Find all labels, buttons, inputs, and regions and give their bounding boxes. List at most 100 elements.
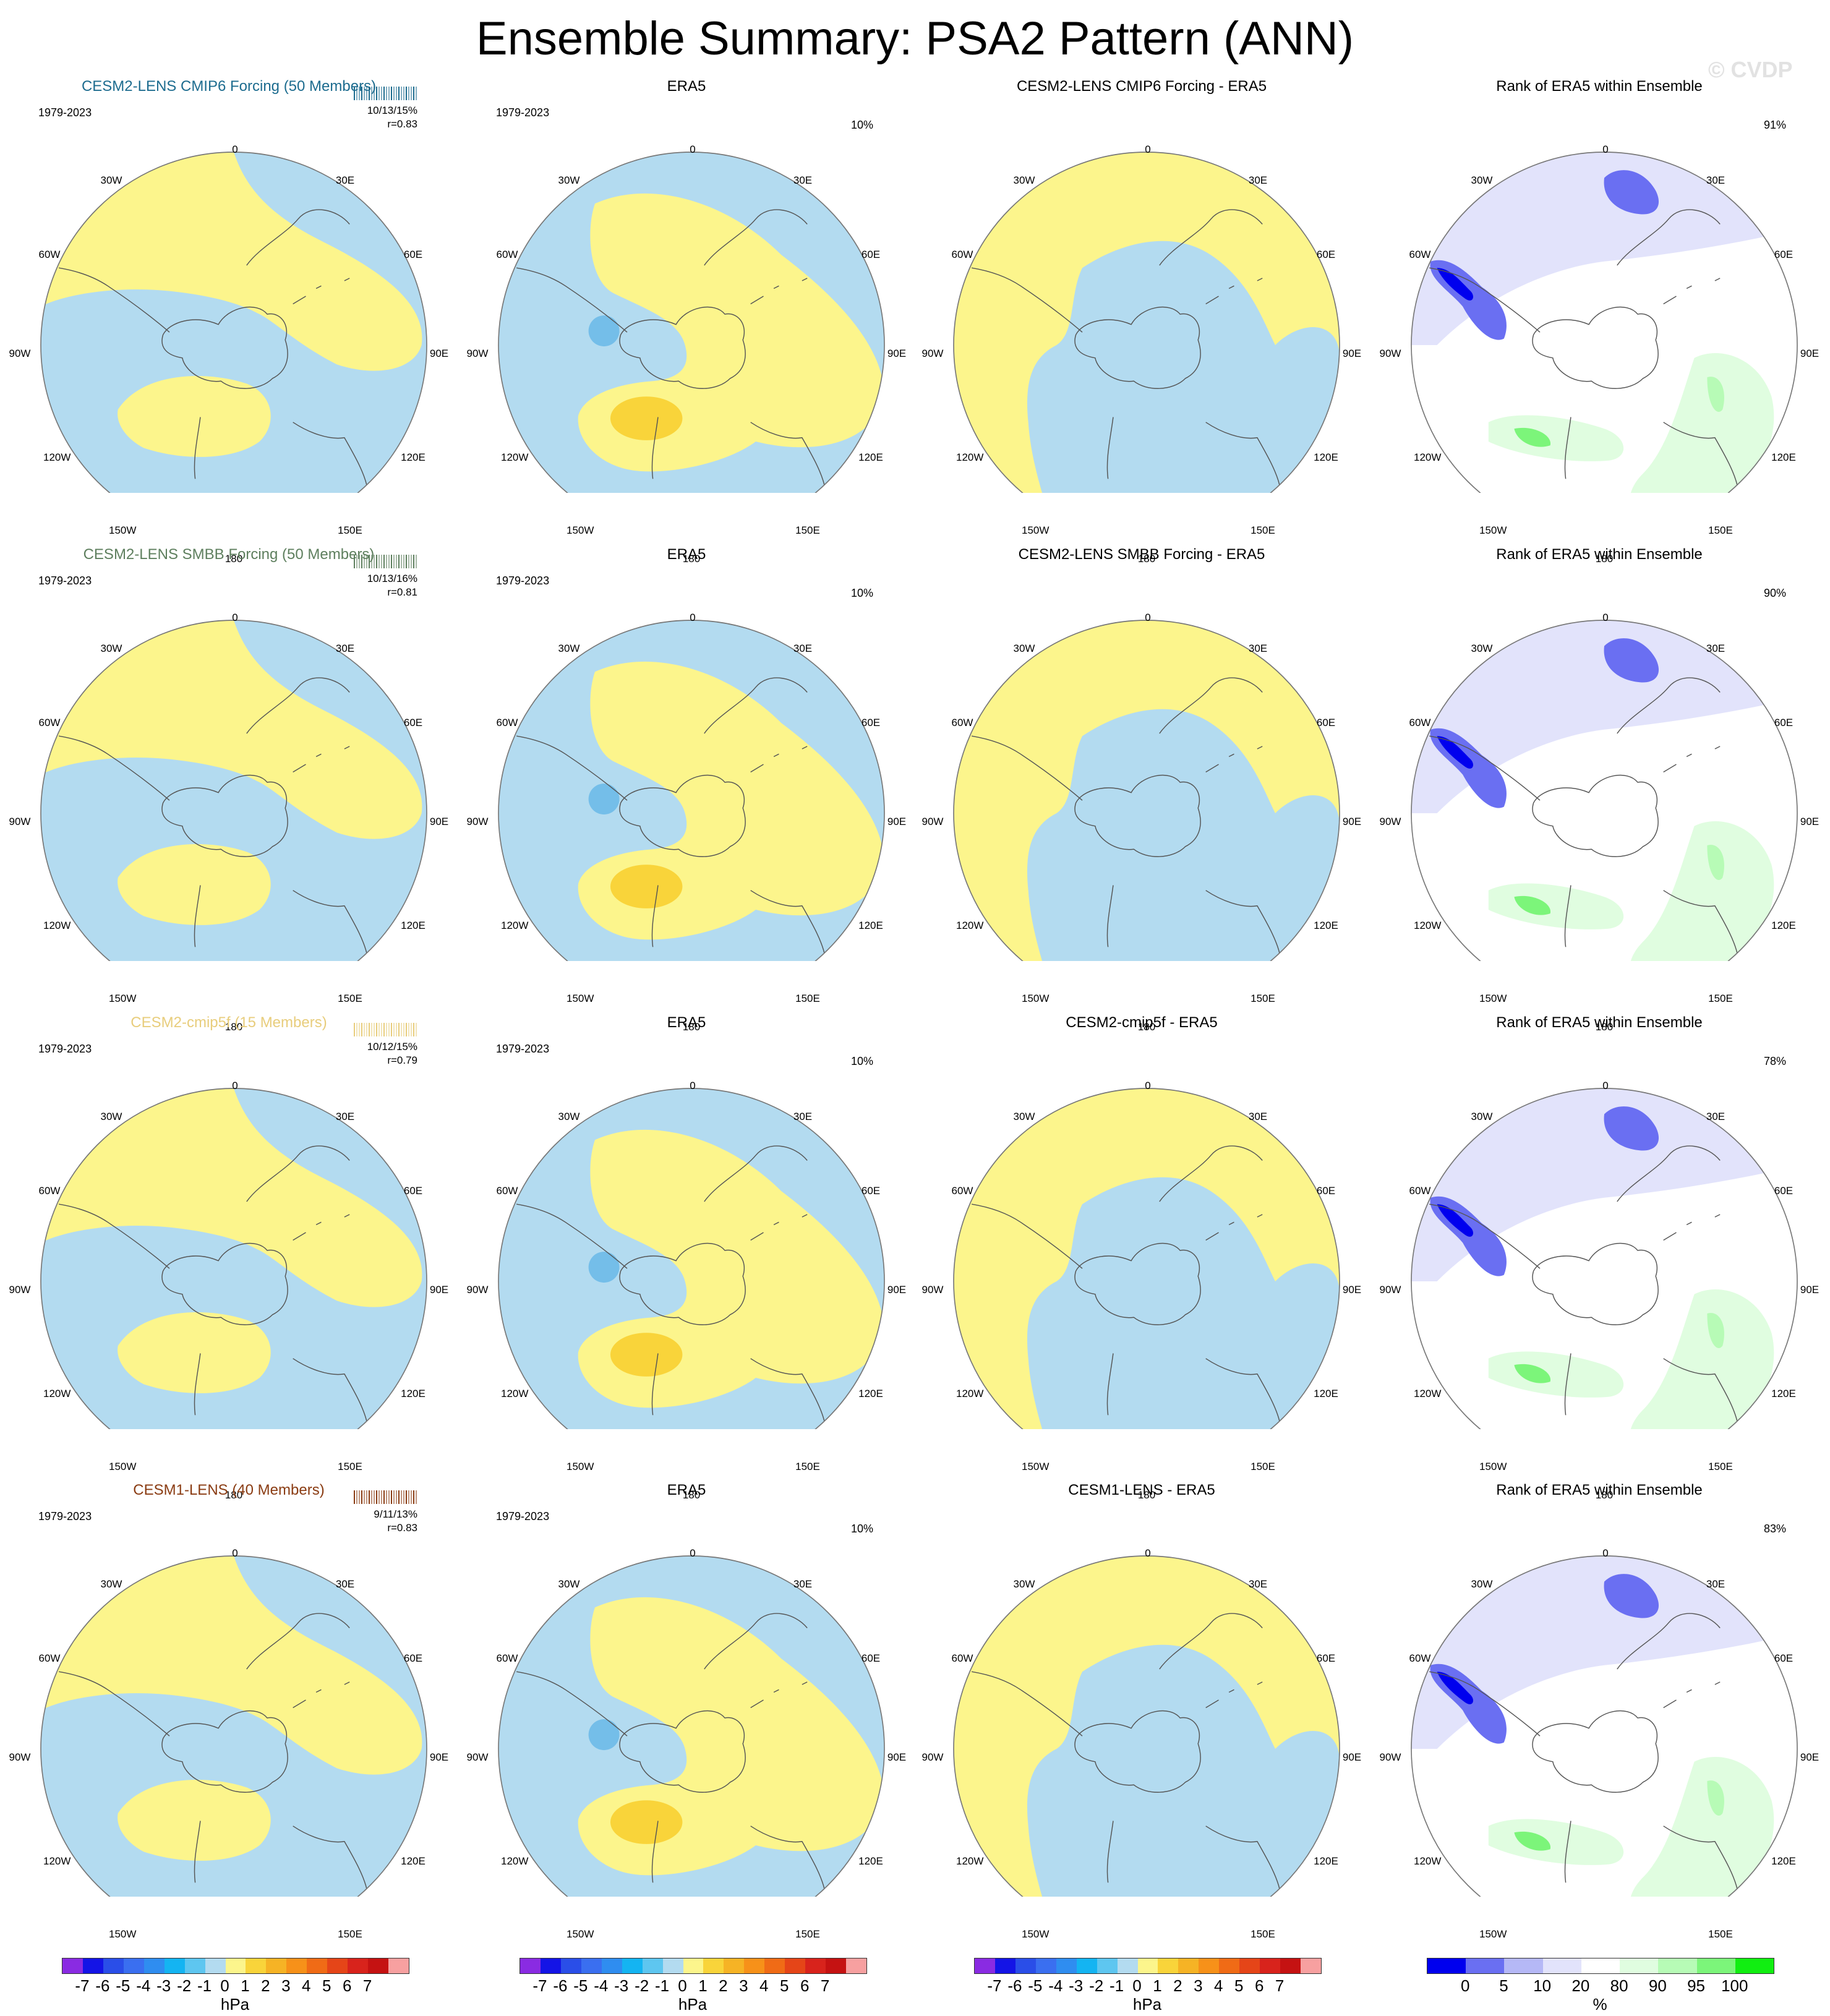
colorbar-tick: -1: [197, 1976, 212, 1996]
colorbar-tick: -1: [655, 1976, 669, 1996]
member-bar: [403, 87, 404, 100]
member-bar: [376, 87, 377, 100]
colorbar-tick: 5: [322, 1976, 331, 1996]
member-bar: [393, 87, 395, 100]
lon-label: 30E: [790, 1111, 815, 1123]
lon-label: 90E: [1340, 348, 1364, 360]
colorbar-tick: 0: [678, 1976, 686, 1996]
lon-label: 120W: [956, 920, 981, 932]
colorbar-cell: [744, 1958, 764, 1973]
member-bar: [413, 555, 414, 568]
lon-label: 120E: [401, 451, 425, 464]
colorbar-cells: [519, 1958, 867, 1974]
colorbar-cell: [1178, 1958, 1199, 1973]
colorbar-cell: [83, 1958, 103, 1973]
colorbar-tick: 6: [1255, 1976, 1263, 1996]
colorbar-tick: 20: [1571, 1976, 1589, 1996]
lon-label: 0: [1593, 1080, 1618, 1092]
lon-label: 120E: [1771, 920, 1796, 932]
member-bar: [416, 1490, 417, 1504]
panel-title: Rank of ERA5 within Ensemble: [1370, 78, 1828, 95]
colorbar-tick: 2: [261, 1976, 270, 1996]
colorbar-cell: [622, 1958, 643, 1973]
member-bar: [374, 1490, 375, 1504]
member-bar: [383, 1490, 385, 1504]
colorbar-tick: 90: [1649, 1976, 1667, 1996]
panel-model-row3: CESM2-cmip5f (15 Members) 0 30E 60E 90E 120E 1…: [0, 961, 458, 1429]
lon-label: 30W: [557, 174, 581, 187]
panel-diff-row2: CESM2-LENS SMBB Forcing - ERA5 0 30E 60E 90E…: [913, 493, 1370, 961]
member-bar: [356, 555, 357, 568]
colorbar-tick: 10: [1533, 1976, 1551, 1996]
lon-label: 60W: [1408, 249, 1432, 261]
colorbar-tick: 1: [241, 1976, 249, 1996]
member-bar: [371, 1490, 372, 1504]
variance-range: 10/13/15%: [356, 104, 417, 117]
colorbar-cell: [1056, 1958, 1077, 1973]
colorbar-tick: -6: [553, 1976, 567, 1996]
colorbar-cell: [62, 1958, 83, 1973]
pct-variance-stats: 10/12/15% r=0.79: [356, 1040, 417, 1067]
member-bar: [366, 1023, 367, 1036]
colorbar-hpa-1: -7 -6 -5 -4 -3 -2 -1 0 1 2 3 4 5 6 7 hPa: [62, 1958, 408, 2016]
period-label: 1979-2023: [496, 1043, 549, 1056]
colorbar-cell: [1280, 1958, 1301, 1973]
member-bar: [383, 1023, 385, 1036]
lon-label: 60W: [1408, 1652, 1432, 1665]
colorbar-cell: [785, 1958, 805, 1973]
lon-label: 150E: [795, 1928, 820, 1941]
member-bar: [406, 1490, 407, 1504]
lon-label: 120E: [1771, 451, 1796, 464]
pattern-correlation: r=0.83: [356, 117, 417, 131]
lon-label: 120E: [1314, 451, 1338, 464]
lon-label: 30E: [790, 174, 815, 187]
pct-variance-stats: 9/11/13% r=0.83: [356, 1508, 417, 1535]
colorbar-cell: [541, 1958, 561, 1973]
lon-label: 0: [1593, 143, 1618, 156]
colorbar-cells: [974, 1958, 1322, 1974]
lon-label: 60W: [1408, 1185, 1432, 1197]
member-bar: [388, 1490, 390, 1504]
lon-label: 90W: [465, 816, 490, 828]
colorbar-cell: [103, 1958, 124, 1973]
colorbar-cell: [124, 1958, 144, 1973]
member-bar: [369, 1023, 370, 1036]
member-bar: [364, 1490, 365, 1504]
member-bar: [386, 1023, 387, 1036]
lon-label: 120E: [1314, 1855, 1338, 1868]
lon-label: 150E: [1708, 1928, 1733, 1941]
variance-range: 10/12/15%: [356, 1040, 417, 1054]
colorbar-cell: [1504, 1958, 1542, 1973]
colorbar-cells: [62, 1958, 409, 1974]
colorbar-cell: [1158, 1958, 1178, 1973]
colorbar-cell: [1427, 1958, 1466, 1973]
member-bar: [378, 555, 380, 568]
colorbar-tick: 3: [1194, 1976, 1202, 1996]
member-bar: [411, 1490, 412, 1504]
member-bar: [371, 1023, 372, 1036]
colorbar-tick: -4: [594, 1976, 608, 1996]
colorbar-tick: 6: [800, 1976, 809, 1996]
colorbar-cell: [246, 1958, 266, 1973]
colorbar-tick: -7: [987, 1976, 1001, 1996]
lon-label: 90W: [7, 816, 32, 828]
member-bar: [374, 1023, 375, 1036]
lon-label: 0: [223, 1547, 247, 1560]
lon-label: 90E: [884, 816, 909, 828]
rank-summary-pct: 83%: [1764, 1523, 1786, 1535]
member-bar: [401, 555, 402, 568]
member-bar: [359, 1023, 360, 1036]
colorbar-cell: [683, 1958, 704, 1973]
colorbar-cell: [1658, 1958, 1696, 1973]
lon-label: 30W: [1469, 174, 1494, 187]
lon-label: 120W: [956, 1388, 981, 1400]
lon-label: 0: [680, 1547, 705, 1560]
member-pct-bars: [354, 1022, 419, 1036]
member-bar: [398, 555, 400, 568]
panel-title: ERA5: [458, 1482, 915, 1499]
era-pct-variance: 10%: [851, 119, 873, 132]
period-label: 1979-2023: [38, 1510, 92, 1523]
colorbar-tick: -5: [116, 1976, 130, 1996]
lon-label: 90W: [465, 1751, 490, 1764]
period-label: 1979-2023: [496, 106, 549, 119]
